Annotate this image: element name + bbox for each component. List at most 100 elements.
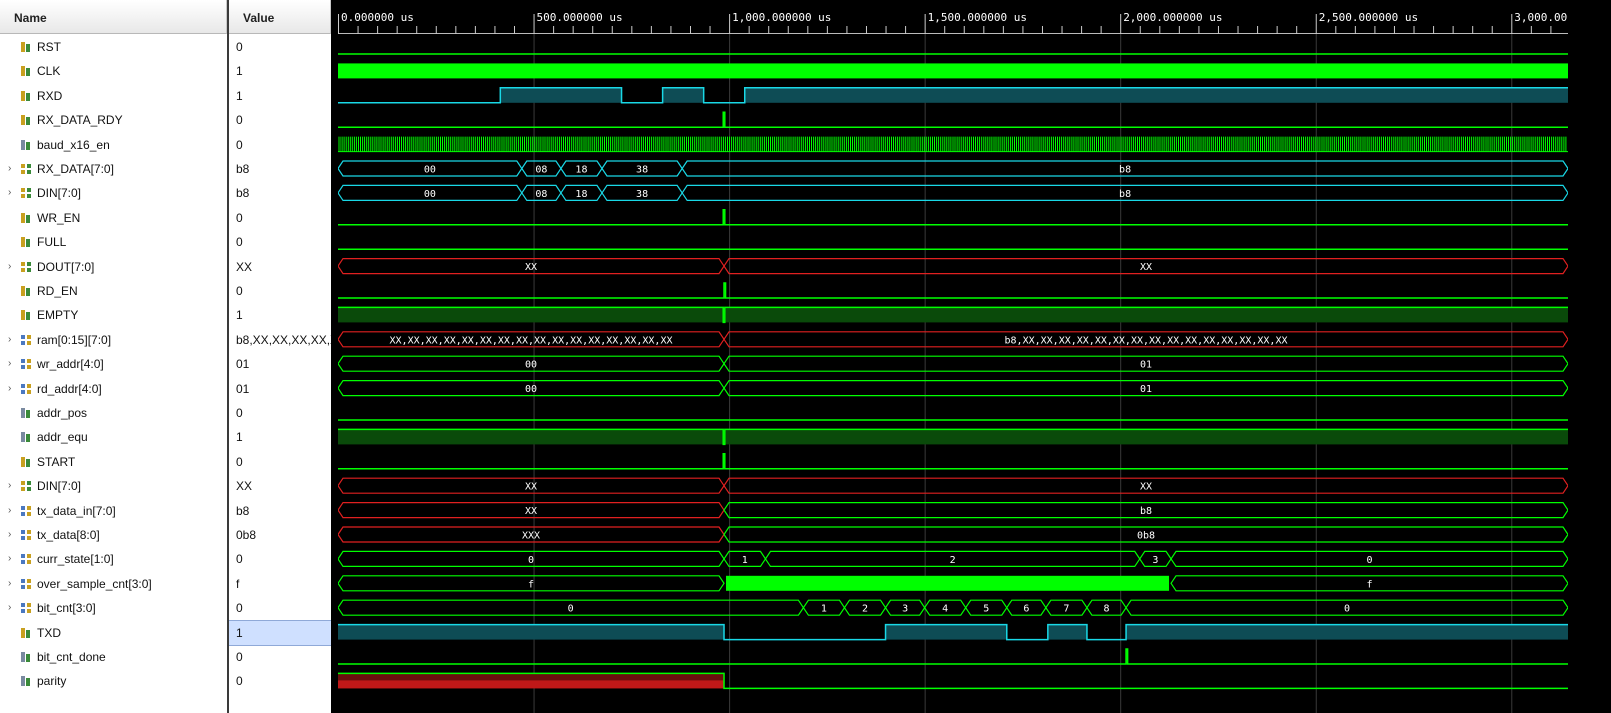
signal-value-row[interactable]: 0 xyxy=(229,133,331,157)
signal-row[interactable]: › over_sample_cnt[3:0] xyxy=(0,572,227,596)
bit-port-icon xyxy=(21,66,30,77)
signal-value-row[interactable]: 0 xyxy=(229,450,331,474)
signal-value-row[interactable]: 0 xyxy=(229,230,331,254)
bus-segment-label: 0b8 xyxy=(1137,531,1155,542)
bus-segment xyxy=(681,184,1568,201)
bus-segment-label: XX xyxy=(525,506,537,517)
signal-row[interactable]: › tx_data_in[7:0] xyxy=(0,499,227,523)
signal-value-row[interactable]: 0b8 xyxy=(229,523,331,547)
bus-internal-icon xyxy=(21,334,31,345)
signal-value-row[interactable]: 0 xyxy=(229,108,331,132)
signal-value-row[interactable]: 0 xyxy=(229,35,331,59)
signal-row[interactable]: FULL xyxy=(0,230,227,254)
bus-segment-label: XX xyxy=(1140,482,1152,493)
bus-segment-label: b8 xyxy=(1140,506,1152,517)
signal-value: b8,XX,XX,XX,XX,XX,XX,XX,XX,XX,XX,XX,XX,X… xyxy=(236,332,331,347)
signal-row[interactable]: TXD xyxy=(0,620,227,645)
signal-value: 0 xyxy=(236,601,243,616)
signal-row[interactable]: addr_equ xyxy=(0,425,227,449)
signal-value: 1 xyxy=(236,430,243,445)
expand-chevron-icon[interactable]: › xyxy=(8,187,12,199)
signal-row[interactable]: › curr_state[1:0] xyxy=(0,547,227,571)
signal-value: 1 xyxy=(236,88,243,103)
bus-segment-label: 00 xyxy=(525,384,537,395)
signal-row[interactable]: › tx_data[8:0] xyxy=(0,523,227,547)
signal-row[interactable]: WR_EN xyxy=(0,206,227,230)
signal-row[interactable]: START xyxy=(0,450,227,474)
expand-chevron-icon[interactable]: › xyxy=(8,333,12,345)
signal-row[interactable]: › DIN[7:0] xyxy=(0,474,227,498)
signal-value-row[interactable]: 0 xyxy=(229,669,331,693)
bit-waveform xyxy=(338,453,1568,470)
signal-value-row[interactable]: 0 xyxy=(229,206,331,230)
column-splitter[interactable] xyxy=(227,0,229,713)
signal-value-row[interactable]: b8 xyxy=(229,157,331,181)
signal-value-row[interactable]: XX xyxy=(229,255,331,279)
expand-chevron-icon[interactable]: › xyxy=(8,529,12,540)
time-label: 1,500.000000 us xyxy=(928,11,1027,24)
signal-row[interactable]: RX_DATA_RDY xyxy=(0,108,227,132)
signal-row[interactable]: RST xyxy=(0,35,227,59)
signal-value-row[interactable]: 1 xyxy=(229,425,331,449)
signal-row[interactable]: EMPTY xyxy=(0,303,227,327)
signal-row[interactable]: › RX_DATA[7:0] xyxy=(0,157,227,181)
signal-row[interactable]: RXD xyxy=(0,84,227,108)
time-label: 2,500.000000 us xyxy=(1319,11,1418,24)
signal-value-row[interactable]: 01 xyxy=(229,352,331,376)
signal-row[interactable]: bit_cnt_done xyxy=(0,645,227,669)
signal-value-row[interactable]: b8 xyxy=(229,181,331,205)
signal-value: f xyxy=(236,576,240,591)
panel-splitter[interactable] xyxy=(331,0,338,713)
high-level-fill xyxy=(338,307,724,323)
signal-row[interactable]: parity xyxy=(0,669,227,693)
signal-value-row[interactable]: 0 xyxy=(229,547,331,571)
signal-value-row[interactable]: XX xyxy=(229,474,331,498)
waveform-overflow xyxy=(1568,0,1611,713)
signal-name: parity xyxy=(37,674,67,689)
bus-segment xyxy=(723,502,1568,519)
signal-row[interactable]: › rd_addr[4:0] xyxy=(0,377,227,401)
signal-row[interactable]: CLK xyxy=(0,59,227,83)
signal-row[interactable]: › ram[0:15][7:0] xyxy=(0,328,227,352)
signal-row[interactable]: › bit_cnt[3:0] xyxy=(0,596,227,620)
signal-value-row[interactable]: 1 xyxy=(229,303,331,327)
signal-row[interactable]: › DOUT[7:0] xyxy=(0,255,227,279)
bit-waveform xyxy=(338,282,1568,299)
signal-value-row[interactable]: 1 xyxy=(229,619,331,646)
signal-value-row[interactable]: 01 xyxy=(229,377,331,401)
expand-chevron-icon[interactable]: › xyxy=(8,260,12,272)
expand-chevron-icon[interactable]: › xyxy=(8,480,12,492)
expand-chevron-icon[interactable]: › xyxy=(8,602,12,614)
expand-chevron-icon[interactable]: › xyxy=(8,358,12,370)
name-column-header[interactable]: Name xyxy=(0,0,227,34)
signal-row[interactable]: RD_EN xyxy=(0,279,227,303)
value-column-header[interactable]: Value xyxy=(229,0,331,34)
bus-segment xyxy=(723,526,1568,543)
signal-value-row[interactable]: 0 xyxy=(229,279,331,303)
signal-value-row[interactable]: f xyxy=(229,572,331,596)
signal-value: 01 xyxy=(236,357,250,372)
signal-row[interactable]: addr_pos xyxy=(0,401,227,425)
bus-segment xyxy=(1170,575,1568,592)
signal-value-row[interactable]: b8,XX,XX,XX,XX,XX,XX,XX,XX,XX,XX,XX,XX,X… xyxy=(229,328,331,352)
expand-chevron-icon[interactable]: › xyxy=(8,163,12,174)
signal-value-row[interactable]: 1 xyxy=(229,84,331,108)
signal-row[interactable]: › wr_addr[4:0] xyxy=(0,352,227,376)
signal-value-row[interactable]: 0 xyxy=(229,645,331,669)
time-label: 2,000.000000 us xyxy=(1123,11,1222,24)
bus-segment-label: 7 xyxy=(1063,604,1069,615)
expand-chevron-icon[interactable]: › xyxy=(8,382,12,394)
signal-row[interactable]: baud_x16_en xyxy=(0,133,227,157)
waveform-canvas[interactable]: 0.000000 us 500.000000 us 1,000.000000 us 1… xyxy=(338,0,1568,713)
signal-value-row[interactable]: b8 xyxy=(229,499,331,523)
signal-value-row[interactable]: 0 xyxy=(229,596,331,620)
high-level-fill xyxy=(885,624,1007,640)
signal-name: addr_equ xyxy=(37,430,88,445)
signal-value-row[interactable]: 0 xyxy=(229,401,331,425)
signal-row[interactable]: › DIN[7:0] xyxy=(0,181,227,205)
signal-value: b8 xyxy=(236,503,250,518)
expand-chevron-icon[interactable]: › xyxy=(8,577,12,589)
signal-value-row[interactable]: 1 xyxy=(229,59,331,83)
expand-chevron-icon[interactable]: › xyxy=(8,553,12,565)
expand-chevron-icon[interactable]: › xyxy=(8,504,12,516)
